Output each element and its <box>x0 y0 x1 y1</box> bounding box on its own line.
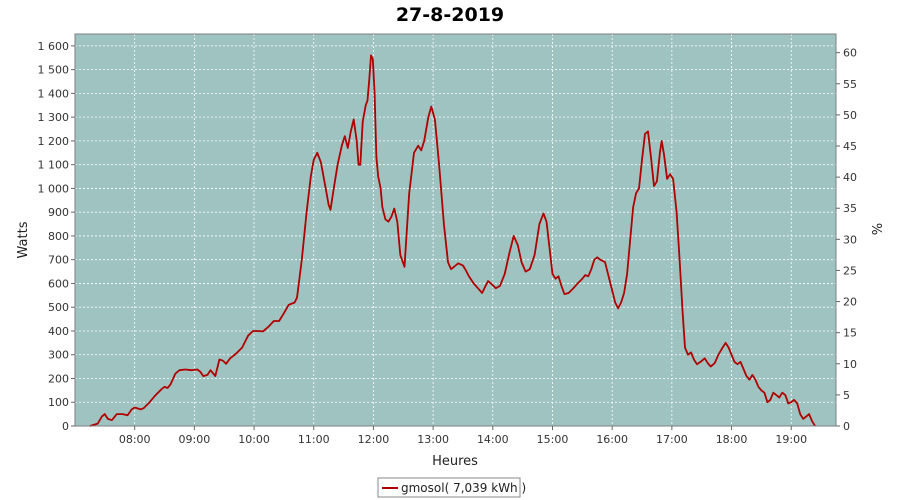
gridlines <box>75 34 836 426</box>
y2-tick-label: 20 <box>843 296 857 309</box>
plot-border <box>74 33 837 427</box>
y2-tick-label: 60 <box>843 47 857 60</box>
x-tick-label: 08:00 <box>119 433 151 446</box>
y-tick-label: 200 <box>48 372 69 385</box>
y2-tick-label: 30 <box>843 233 857 246</box>
y-axis-ticks: 0 100 200 300 400 500 600 700 800 900 1 000 1 100 1 … <box>38 40 75 433</box>
x-axis-ticks: 08:00 09:00 10:00 11:00 12:00 13:00 14:00 15:00… <box>119 426 807 446</box>
x-tick-label: 18:00 <box>716 433 748 446</box>
y2-tick-label: 0 <box>843 420 850 433</box>
y2-axis-label: % <box>868 223 883 235</box>
x-tick-label: 14:00 <box>477 433 509 446</box>
y2-tick-label: 5 <box>843 389 850 402</box>
y2-axis-ticks: 0 5 10 15 20 25 30 35 40 45 50 55 60 <box>836 47 857 433</box>
y2-tick-label: 35 <box>843 202 857 215</box>
y-tick-label: 300 <box>48 349 69 362</box>
series-layer <box>89 54 816 427</box>
y-tick-label: 1 300 <box>38 111 70 124</box>
legend-box <box>377 477 521 498</box>
y-tick-label: 400 <box>48 325 69 338</box>
x-tick-label: 16:00 <box>596 433 628 446</box>
y-tick-label: 100 <box>48 396 69 409</box>
y2-tick-label: 50 <box>843 109 857 122</box>
chart-title: 27-8-2019 <box>396 4 504 26</box>
y2-tick-label: 40 <box>843 171 857 184</box>
y-tick-label: 500 <box>48 301 69 314</box>
y-tick-label: 1 600 <box>38 40 70 53</box>
y-tick-label: 1 100 <box>38 159 70 172</box>
x-tick-label: 19:00 <box>775 433 807 446</box>
y2-tick-label: 15 <box>843 327 857 340</box>
y-tick-label: 1 200 <box>38 135 70 148</box>
y-axis-label: Watts <box>16 221 31 258</box>
series-line-gmosol <box>89 54 816 427</box>
y-tick-label: 600 <box>48 277 69 290</box>
plot-area <box>75 34 836 426</box>
x-tick-label: 11:00 <box>298 433 330 446</box>
x-tick-label: 17:00 <box>656 433 688 446</box>
x-tick-label: 13:00 <box>417 433 449 446</box>
x-tick-label: 10:00 <box>238 433 270 446</box>
y-tick-label: 900 <box>48 206 69 219</box>
y2-tick-label: 25 <box>843 264 857 277</box>
legend-label: gmosol( 7,039 kWh ) <box>401 481 526 495</box>
x-tick-label: 09:00 <box>179 433 211 446</box>
x-tick-label: 15:00 <box>537 433 569 446</box>
y-tick-label: 800 <box>48 230 69 243</box>
x-tick-label: 12:00 <box>358 433 390 446</box>
y-tick-label: 1 500 <box>38 64 70 77</box>
y2-tick-label: 45 <box>843 140 857 153</box>
x-axis-label: Heures <box>432 454 478 469</box>
y2-tick-label: 55 <box>843 78 857 91</box>
y2-tick-label: 10 <box>843 358 857 371</box>
legend: gmosol( 7,039 kWh ) <box>377 477 526 498</box>
y-tick-label: 700 <box>48 254 69 267</box>
y-tick-label: 1 400 <box>38 87 70 100</box>
y-tick-label: 0 <box>62 420 69 433</box>
y-tick-label: 1 000 <box>38 182 70 195</box>
